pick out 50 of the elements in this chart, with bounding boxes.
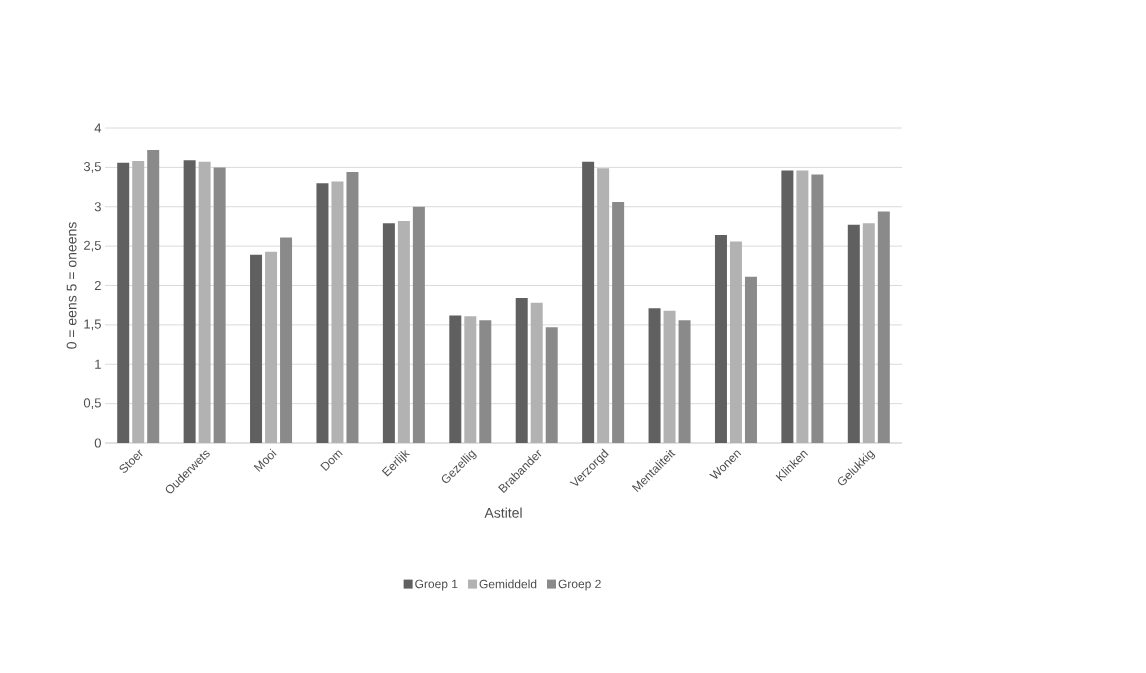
bar: [479, 320, 492, 443]
y-tick-label: 1,5: [84, 319, 101, 331]
bar: [515, 298, 528, 443]
bar: [648, 308, 661, 443]
y-tick-label: 3: [94, 202, 101, 212]
y-tick-label: 3,5: [83, 162, 101, 173]
y-tick-label: 1: [95, 359, 101, 369]
y-tick-label: 0,5: [83, 398, 101, 409]
bar: [597, 168, 610, 443]
bar: [280, 237, 293, 443]
bar: [744, 276, 757, 443]
bar: [464, 316, 477, 443]
y-axis-title: 0 = eens 5 = oneens: [66, 222, 77, 349]
bar: [397, 220, 410, 443]
bar: [612, 202, 625, 443]
bar: [663, 310, 676, 443]
bar: [316, 183, 329, 443]
bar: [545, 327, 558, 443]
y-tick-label: 2: [94, 280, 101, 291]
bar: [132, 161, 145, 443]
bar: [265, 251, 278, 443]
bar: [382, 223, 395, 443]
bar: [331, 181, 344, 443]
bar: [781, 170, 794, 443]
bar: [714, 235, 727, 443]
bar: [811, 174, 824, 443]
y-tick-label: 0: [94, 438, 101, 448]
bar: [862, 223, 875, 443]
bar: [449, 315, 462, 443]
bar: [147, 150, 160, 443]
bar: [877, 211, 890, 443]
bar: [250, 254, 263, 443]
bar: [198, 161, 211, 443]
x-axis-title: Astitel: [484, 507, 522, 518]
bar: [678, 320, 691, 443]
legend-label: Groep 2: [558, 579, 601, 591]
bar: [796, 170, 809, 443]
bar: [847, 224, 860, 443]
bar: [213, 167, 226, 443]
bar: [346, 172, 359, 443]
legend-label: Gemiddeld: [479, 579, 537, 589]
bar: [729, 241, 742, 443]
bar: [183, 160, 196, 443]
y-tick-label: 4: [94, 123, 102, 133]
bar: [530, 302, 543, 443]
bar: [117, 162, 130, 443]
bar: [582, 161, 595, 443]
y-tick-label: 2,5: [84, 240, 101, 252]
legend-label: Groep 1: [415, 579, 458, 591]
bar: [412, 206, 425, 443]
